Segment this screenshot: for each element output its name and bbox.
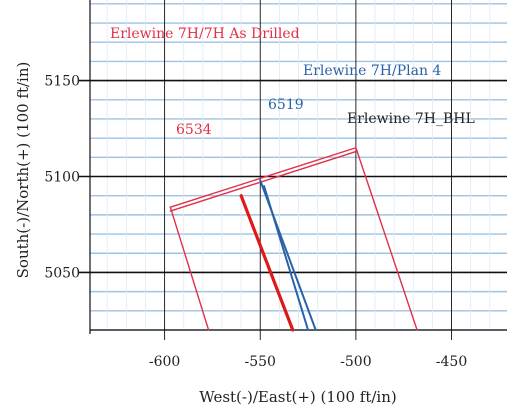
annotation-bhl: Erlewine 7H_BHL: [347, 111, 475, 127]
x-tick-label: -550: [245, 354, 276, 370]
series-2-segment-2: [263, 185, 310, 331]
series-3-segment-1: [239, 194, 295, 332]
y-tick-label: 5050: [44, 265, 80, 281]
x-tick-labels: -600 -550 -500 -450: [149, 354, 467, 370]
grid-major: [78, 0, 507, 340]
x-tick-label: -450: [436, 354, 467, 370]
y-tick-label: 5100: [44, 170, 80, 186]
y-tick-label: 5150: [44, 74, 80, 90]
x-axis-label: West(-)/East(+) (100 ft/in): [199, 388, 396, 406]
x-tick-label: -500: [340, 354, 371, 370]
annotation-6519: 6519: [268, 97, 304, 113]
series-1-segment-2: [169, 150, 357, 212]
annotation-6534: 6534: [176, 122, 212, 138]
series-1-segment-3: [169, 206, 210, 331]
x-tick-label: -600: [149, 354, 180, 370]
series-layer: [169, 147, 418, 332]
grid-minor: [90, 0, 507, 331]
annotation-as-drilled: Erlewine 7H/7H As Drilled: [110, 26, 300, 42]
annotation-plan-4: Erlewine 7H/Plan 4: [303, 63, 441, 79]
y-tick-labels: 5050 5100 5150: [44, 74, 80, 282]
series-1-segment-4: [355, 147, 418, 331]
y-axis-label: South(-)/North(+) (100 ft/in): [14, 62, 32, 279]
series-1-segment-1: [169, 147, 357, 208]
